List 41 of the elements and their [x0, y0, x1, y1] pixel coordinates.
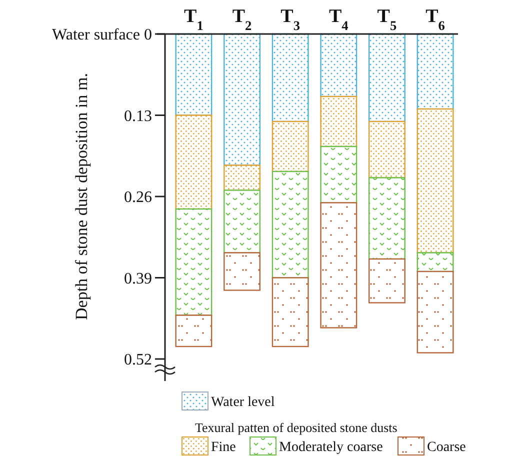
bar: [416, 33, 454, 110]
legend-title: Texural patten of deposited stone dusts: [195, 420, 398, 435]
bar: [416, 270, 454, 354]
bar: [175, 314, 212, 348]
bar: [416, 108, 454, 254]
x-tick-label: T$_{5}$: [377, 6, 397, 32]
bar: [272, 120, 309, 172]
x-tick-label: T$_{6}$: [426, 6, 446, 32]
bar: [320, 146, 358, 204]
bar: [272, 33, 309, 122]
y-axis-title: Depth of stone dust deposition in m.: [72, 73, 91, 320]
y-tick-label: 0.39: [124, 270, 152, 288]
bar: [175, 33, 212, 116]
bar: [416, 252, 454, 272]
legend-label: Fine: [211, 440, 236, 455]
y-tick-label: 0.26: [124, 189, 152, 206]
bar: [272, 170, 309, 278]
bar: [368, 120, 406, 178]
legend-label: Coarse: [427, 440, 466, 455]
bar: [272, 277, 309, 348]
bar: [320, 96, 358, 148]
x-tick-label: T$_{4}$: [328, 6, 349, 32]
bar: [224, 190, 260, 254]
legend-label: Water level: [211, 395, 275, 410]
y-tick-label: 0.13: [124, 108, 152, 125]
bar: [320, 33, 358, 98]
x-tick-label: T$_{3}$: [280, 6, 300, 32]
bar: [224, 164, 260, 191]
x-tick-label: T$_{1}$: [184, 6, 204, 32]
bar: [368, 177, 406, 260]
bar: [175, 208, 212, 316]
bar: [175, 114, 212, 210]
bar: [368, 33, 406, 122]
x-tick-label: T$_{2}$: [232, 6, 252, 32]
bar: [368, 258, 406, 304]
y-tick-label: 0.52: [124, 352, 152, 369]
legend-label: Moderately coarse: [279, 440, 383, 455]
y-tick-label: Water surface 0: [52, 26, 152, 44]
bar: [320, 202, 358, 328]
bar: [224, 33, 260, 166]
bar: [224, 252, 260, 291]
